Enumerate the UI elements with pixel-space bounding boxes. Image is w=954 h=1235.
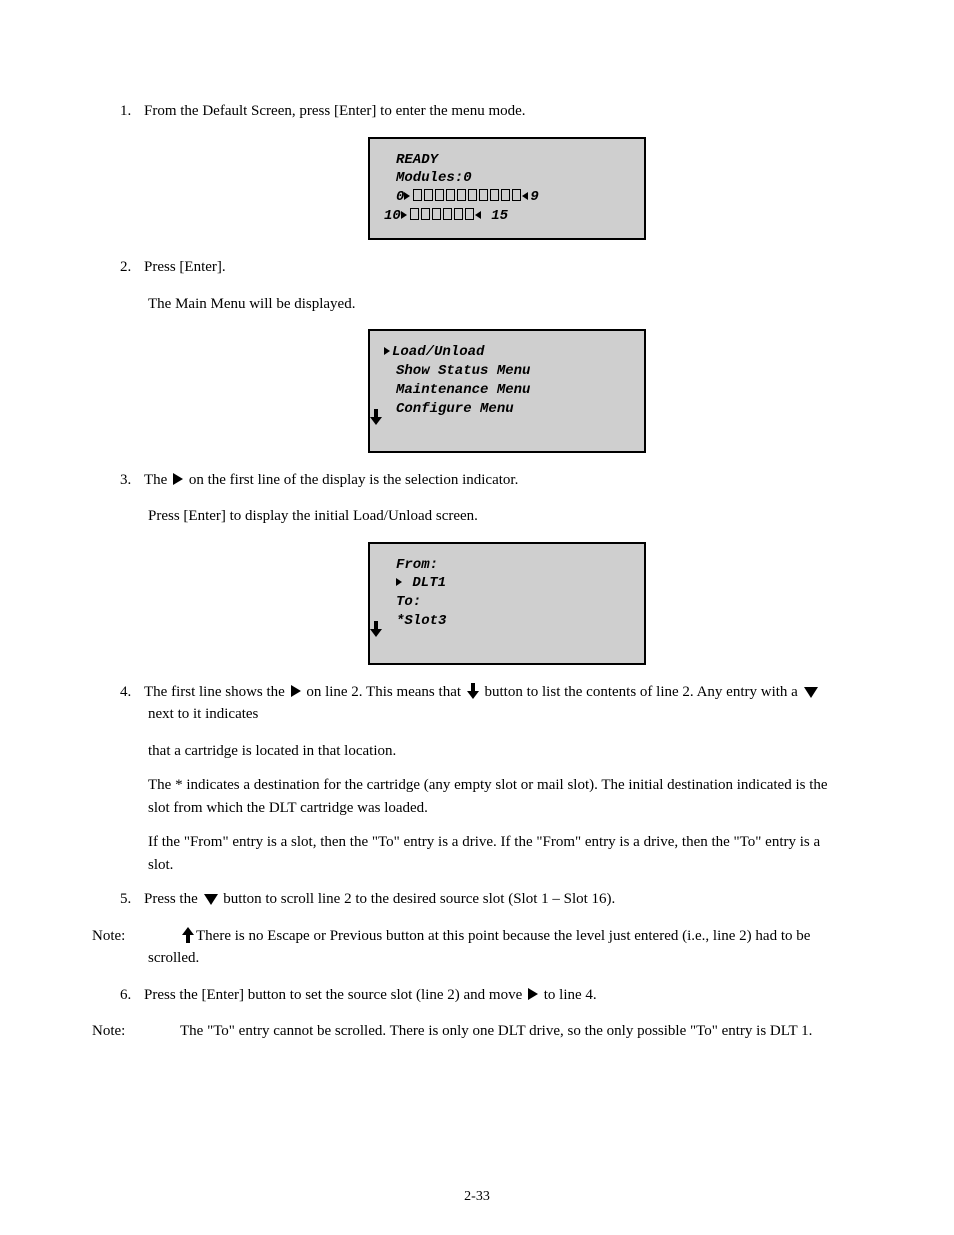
step-5: 5.Press the button to scroll line 2 to t… — [120, 888, 834, 911]
step-4: 4.The first line shows the on line 2. Th… — [120, 681, 834, 726]
lcd1-row1-end: 15 — [491, 208, 508, 224]
step-4-from-note: If the "From" entry is a slot, then the … — [148, 831, 834, 876]
slot-box — [424, 189, 433, 201]
note-2-text: The "To" entry cannot be scrolled. There… — [180, 1023, 812, 1039]
lcd1-line1: READY — [384, 151, 630, 170]
slot-box — [457, 189, 466, 201]
lcd3-line3: To: — [384, 593, 630, 612]
lcd1-line2: Modules:0 — [384, 169, 630, 188]
slot-box — [410, 208, 419, 220]
slot-box — [443, 208, 452, 220]
lcd3-line1: From: — [384, 556, 630, 575]
slot-box — [479, 189, 488, 201]
lcd2-label-1: Load/Unload — [392, 344, 484, 360]
scroll-down-icon — [370, 621, 382, 637]
lcd1-slotrow-1: 10 15 — [384, 207, 630, 226]
pointer-right-icon — [396, 578, 402, 586]
slot-box — [468, 189, 477, 201]
lcd1-row0-end: 9 — [530, 189, 538, 205]
step-2-num: 2. — [120, 256, 144, 279]
step-2-body: The Main Menu will be displayed. — [148, 293, 834, 316]
triangle-down-icon — [804, 687, 818, 698]
pointer-right-icon — [404, 192, 410, 200]
step-4-line2: that a cartridge is located in that loca… — [148, 740, 834, 763]
step-4-line1-c: button to list the contents of line 2. A… — [481, 684, 802, 700]
step-3-body: Press [Enter] to display the initial Loa… — [148, 505, 834, 528]
pointer-left-icon — [522, 192, 528, 200]
lcd-load-unload: From: DLT1 To: *Slot3 — [368, 542, 646, 665]
step-3-text-a: The — [144, 472, 171, 488]
note-1-text: There is no Escape or Previous button at… — [148, 928, 810, 967]
slot-box — [490, 189, 499, 201]
step-4-star-note: The * indicates a destination for the ca… — [148, 774, 834, 819]
lcd2-item-4: Configure Menu — [384, 400, 630, 419]
step-5-text-a: Press the — [144, 891, 202, 907]
slot-box — [465, 208, 474, 220]
lcd2-item-1: Load/Unload — [384, 343, 630, 362]
lcd1-row0-start: 0 — [396, 189, 404, 205]
page-number: 2-33 — [0, 1189, 954, 1205]
step-3-text-b: on the first line of the display is the … — [185, 472, 518, 488]
lcd3-dlt: DLT1 — [412, 575, 446, 591]
scroll-up-icon — [182, 927, 194, 943]
slot-box — [501, 189, 510, 201]
lcd3-line2: DLT1 — [384, 574, 630, 593]
lcd-default-screen: READY Modules:0 09 10 15 — [368, 137, 646, 241]
lcd2-item-2: Show Status Menu — [384, 362, 630, 381]
pointer-right-icon — [173, 473, 183, 485]
slot-box — [421, 208, 430, 220]
note-1: Note:There is no Escape or Previous butt… — [120, 925, 834, 970]
note-label: Note: — [120, 925, 180, 948]
pointer-left-icon — [475, 211, 481, 219]
step-2: 2.Press [Enter]. — [120, 256, 834, 279]
slot-box — [432, 208, 441, 220]
step-4-line1-a: The first line shows the — [144, 684, 289, 700]
lcd2-item-3: Maintenance Menu — [384, 381, 630, 400]
scroll-down-icon — [467, 683, 479, 699]
step-6-num: 6. — [120, 984, 144, 1007]
step-6-text-b: to line 4. — [540, 987, 597, 1003]
step-1-num: 1. — [120, 100, 144, 123]
step-6-text-a: Press the [Enter] button to set the sour… — [144, 987, 526, 1003]
step-5-text-b: button to scroll line 2 to the desired s… — [220, 891, 616, 907]
slot-box — [446, 189, 455, 201]
slot-box — [512, 189, 521, 201]
lcd3-line4: *Slot3 — [384, 612, 630, 631]
lcd-main-menu: Load/Unload Show Status Menu Maintenance… — [368, 329, 646, 452]
step-5-num: 5. — [120, 888, 144, 911]
pointer-right-icon — [401, 211, 407, 219]
step-6: 6.Press the [Enter] button to set the so… — [120, 984, 834, 1007]
step-1: 1.From the Default Screen, press [Enter]… — [120, 100, 834, 123]
note-2: Note:The "To" entry cannot be scrolled. … — [120, 1020, 834, 1043]
triangle-down-icon — [204, 894, 218, 905]
pointer-right-icon — [384, 347, 390, 355]
pointer-right-icon — [291, 685, 301, 697]
step-3: 3.The on the first line of the display i… — [120, 469, 834, 492]
slot-box — [435, 189, 444, 201]
pointer-right-icon — [528, 988, 538, 1000]
step-4-line1-d: next to it indicates — [148, 706, 258, 722]
step-1-text: From the Default Screen, press [Enter] t… — [144, 103, 526, 119]
slot-box — [454, 208, 463, 220]
slot-box — [413, 189, 422, 201]
step-2-text: Press [Enter]. — [144, 259, 226, 275]
lcd1-row1-start: 10 — [384, 208, 401, 224]
step-4-num: 4. — [120, 681, 144, 704]
step-3-num: 3. — [120, 469, 144, 492]
lcd1-slotrow-0: 09 — [384, 188, 630, 207]
note-label: Note: — [120, 1020, 180, 1043]
page: 1.From the Default Screen, press [Enter]… — [0, 0, 954, 1235]
step-4-line1-b: on line 2. This means that — [303, 684, 465, 700]
scroll-down-icon — [370, 409, 382, 425]
